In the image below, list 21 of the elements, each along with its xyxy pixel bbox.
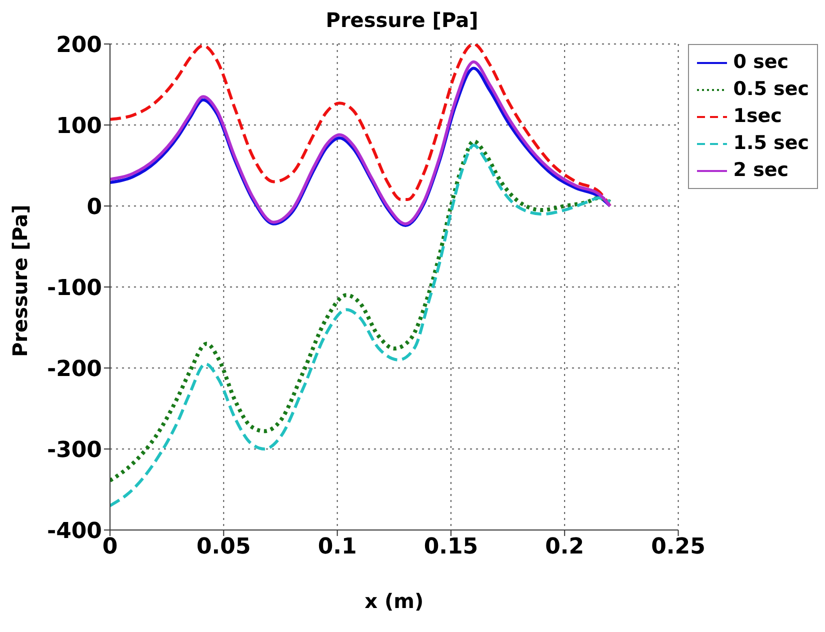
y-tick-label: 200 — [56, 32, 102, 58]
y-tick-label: 0 — [86, 194, 102, 220]
y-tick-label: 100 — [56, 114, 102, 139]
y-tick-label: -200 — [46, 356, 102, 382]
y-axis-title: Pressure [Pa] — [8, 204, 32, 357]
x-tick-label: 0.25 — [651, 534, 706, 560]
x-tick-label: 0.2 — [545, 534, 584, 560]
x-axis-title: x (m) — [364, 589, 424, 613]
legend-label: 2 sec — [733, 158, 789, 183]
legend-label: 0 sec — [733, 50, 789, 75]
x-tick-label: 0.05 — [196, 534, 251, 560]
y-tick-label: -300 — [46, 438, 102, 463]
x-tick-label: 0.1 — [318, 534, 357, 560]
y-tick-label: -100 — [46, 276, 102, 301]
x-tick-label: 0 — [102, 534, 118, 560]
legend-label: 1sec — [733, 104, 782, 129]
legend-label: 0.5 sec — [733, 77, 809, 102]
legend-label: 1.5 sec — [733, 131, 809, 156]
chart-title: Pressure [Pa] — [324, 8, 480, 32]
y-tick-label: -400 — [46, 518, 102, 544]
x-tick-label: 0.15 — [424, 534, 478, 560]
